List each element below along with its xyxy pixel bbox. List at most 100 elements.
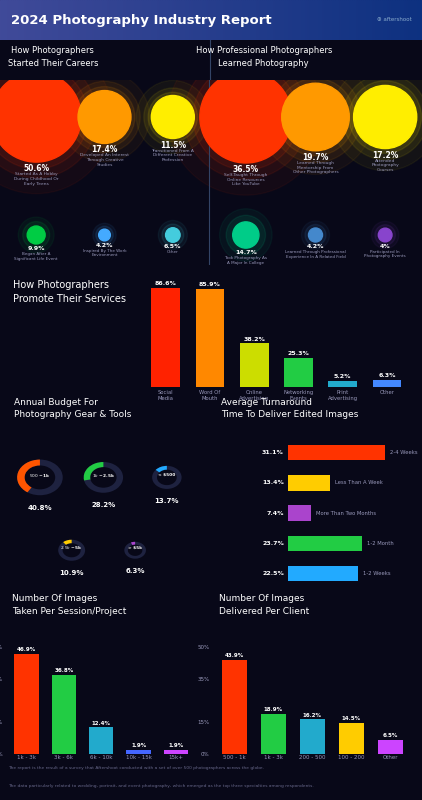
Bar [325, 0, 327, 40]
Bar [207, 0, 209, 40]
Circle shape [371, 222, 399, 249]
Text: 23.7%: 23.7% [262, 541, 284, 546]
Bar [255, 0, 257, 40]
Bar [257, 0, 260, 40]
Bar [266, 0, 268, 40]
Bar [164, 750, 188, 754]
Bar [127, 750, 151, 754]
Bar [388, 0, 390, 40]
Text: 1.9%: 1.9% [131, 743, 146, 748]
Bar [392, 0, 395, 40]
Bar [420, 0, 422, 40]
Text: 7.4%: 7.4% [266, 510, 284, 515]
Bar [160, 0, 162, 40]
Bar [240, 343, 269, 387]
Bar [84, 0, 87, 40]
Text: 11.5%: 11.5% [160, 141, 186, 150]
Bar [103, 0, 106, 40]
Text: 5.2%: 5.2% [334, 374, 352, 379]
Bar [260, 0, 262, 40]
Bar [72, 0, 74, 40]
Bar [399, 0, 401, 40]
Text: 14.5%: 14.5% [342, 716, 361, 722]
Text: The report is the result of a survey that Aftershoot conducted with a set of ove: The report is the result of a survey tha… [8, 766, 265, 770]
Bar [70, 0, 72, 40]
Bar [2, 0, 4, 40]
Bar [171, 0, 173, 40]
Text: Attended
Photography
Courses: Attended Photography Courses [371, 158, 399, 172]
Bar [335, 0, 338, 40]
Bar [139, 0, 141, 40]
Text: 85.9%: 85.9% [199, 282, 221, 287]
Bar [133, 0, 135, 40]
Bar [91, 0, 93, 40]
Bar [219, 0, 222, 40]
Circle shape [184, 55, 308, 179]
Bar [173, 0, 175, 40]
Bar [97, 0, 99, 40]
Circle shape [354, 86, 417, 149]
Bar [371, 0, 373, 40]
Text: Learned Through
Mentorship From
Other Photographers: Learned Through Mentorship From Other Ph… [293, 161, 338, 174]
Bar [211, 0, 213, 40]
Bar [122, 0, 124, 40]
Bar [281, 0, 283, 40]
Bar [234, 0, 236, 40]
Circle shape [270, 71, 361, 162]
Bar [205, 0, 207, 40]
Text: Annual Budget For
Photography Gear & Tools: Annual Budget For Photography Gear & Too… [14, 398, 132, 419]
Bar [357, 0, 359, 40]
Bar [196, 289, 225, 387]
Text: 31.1%: 31.1% [262, 450, 284, 455]
Bar [135, 0, 137, 40]
Bar [354, 0, 357, 40]
Text: Took Photography As
A Major In College: Took Photography As A Major In College [225, 256, 267, 265]
Text: More Than Two Months: More Than Two Months [316, 510, 376, 515]
Bar [34, 0, 36, 40]
Wedge shape [63, 540, 72, 545]
Bar [55, 0, 57, 40]
Bar [192, 0, 194, 40]
Bar [124, 0, 127, 40]
Text: $1k - $2.5k: $1k - $2.5k [92, 471, 115, 478]
Bar [348, 0, 350, 40]
Bar [36, 0, 38, 40]
Bar [57, 0, 59, 40]
Bar [6, 0, 8, 40]
Bar [386, 0, 388, 40]
Circle shape [18, 217, 54, 253]
Bar [40, 0, 42, 40]
Bar [154, 0, 156, 40]
Bar [306, 0, 308, 40]
Circle shape [144, 88, 202, 146]
Circle shape [308, 228, 322, 242]
Bar [95, 0, 97, 40]
Text: 1.9%: 1.9% [168, 743, 184, 748]
Bar [238, 0, 241, 40]
Circle shape [93, 223, 116, 246]
Text: Participated In
Photography Events: Participated In Photography Events [364, 250, 406, 258]
Bar [382, 0, 384, 40]
Bar [150, 0, 152, 40]
Bar [373, 380, 401, 387]
Bar [51, 0, 53, 40]
Text: < $500: < $500 [158, 473, 176, 477]
Bar [276, 0, 279, 40]
Bar [342, 0, 344, 40]
Bar [78, 0, 80, 40]
Circle shape [165, 228, 180, 242]
Bar [279, 0, 281, 40]
Bar [76, 0, 78, 40]
Bar [226, 0, 228, 40]
Bar [288, 445, 385, 460]
Bar [264, 0, 266, 40]
Text: 2024 Photography Industry Report: 2024 Photography Industry Report [11, 14, 271, 27]
Circle shape [0, 56, 97, 178]
Bar [89, 727, 114, 754]
Bar [300, 0, 302, 40]
Bar [268, 0, 270, 40]
Circle shape [277, 78, 354, 156]
Bar [0, 0, 2, 40]
Bar [190, 0, 192, 40]
Text: 13.7%: 13.7% [154, 498, 179, 504]
